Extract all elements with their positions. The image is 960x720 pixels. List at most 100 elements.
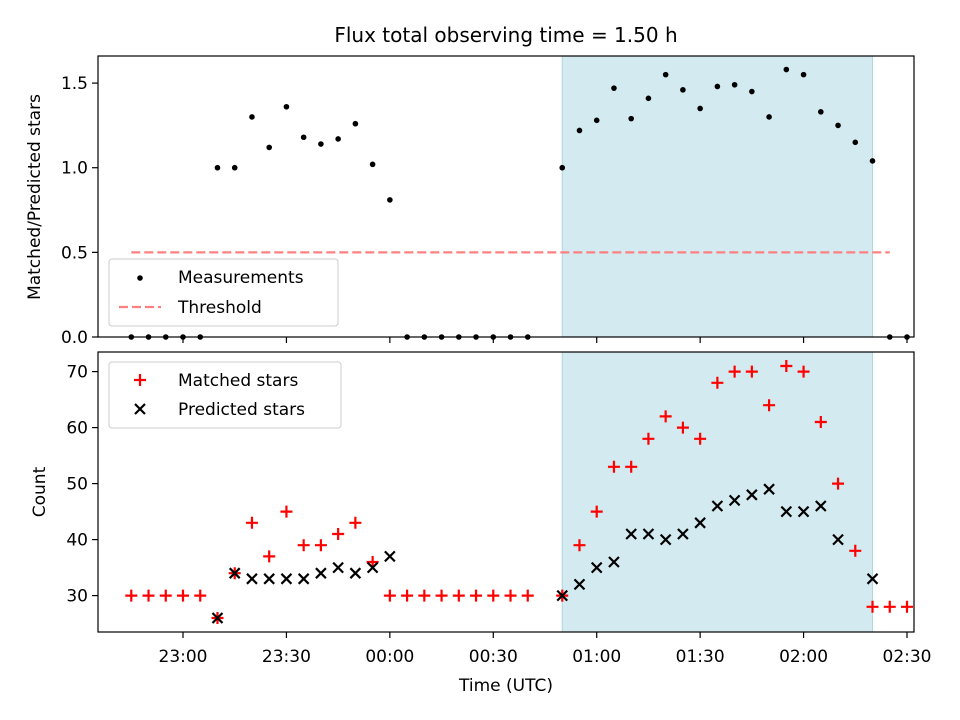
legend-threshold-label: Threshold [177, 298, 262, 318]
predicted-star-point [694, 517, 706, 529]
measurement-point [318, 141, 324, 147]
measurement-point [818, 109, 824, 115]
legend-measurements-label: Measurements [178, 268, 304, 288]
measurement-point [645, 95, 652, 102]
measurement-point [697, 105, 703, 112]
matched-star-point [125, 589, 138, 602]
matched-star-point [263, 550, 276, 563]
legend-matched-label: Matched stars [178, 371, 298, 391]
top-legend: Measurements Threshold [108, 258, 339, 327]
measurement-point [249, 114, 255, 120]
x-tick-label: 23:30 [262, 647, 311, 667]
measurement-point [369, 161, 376, 168]
x-tick-label: 01:30 [676, 647, 725, 667]
y-tick-label: 0.0 [61, 328, 88, 348]
predicted-star-point [366, 561, 379, 574]
matched-star-point [504, 589, 517, 602]
measurement-points [128, 66, 910, 340]
matched-star-point [728, 365, 741, 378]
matched-star-point [849, 544, 862, 557]
matched-star-point [797, 365, 810, 378]
measurement-point [835, 122, 841, 129]
bottom-y-ticks: 30 40 50 60 70 [66, 363, 98, 607]
predicted-star-point [763, 483, 775, 495]
count-points [125, 360, 913, 624]
measurement-point [680, 87, 686, 93]
matched-star-point [745, 365, 758, 378]
bottom-axes-frame [97, 351, 915, 633]
y-tick-label: 30 [66, 587, 88, 607]
matched-star-point [435, 589, 448, 602]
predicted-star-point [625, 528, 637, 540]
y-tick-label: 50 [66, 475, 88, 495]
matched-star-point [314, 539, 327, 552]
top-legend-box [108, 258, 339, 327]
measurement-point [593, 117, 600, 124]
matched-star-point [245, 516, 258, 529]
measurement-point [628, 115, 634, 122]
top-x-ticks [182, 337, 908, 343]
bottom-panel: 30 40 50 60 70 23:00 23:30 00:00 00:30 01:00 01:3… [30, 351, 932, 696]
bottom-legend-box [108, 361, 342, 429]
measurement-point [662, 71, 669, 78]
measurement-point [800, 71, 807, 78]
predicted-star-point [211, 612, 224, 624]
predicted-star-point [642, 528, 655, 540]
measurement-point [714, 83, 721, 90]
x-tick-label: 02:30 [883, 647, 932, 667]
predicted-star-point [556, 589, 569, 602]
matched-star-point [814, 416, 827, 428]
x-tick-label: 01:00 [572, 647, 621, 667]
matched-star-point [194, 589, 207, 602]
matched-star-point [142, 589, 155, 602]
matched-star-point [901, 600, 913, 613]
predicted-star-point [866, 573, 879, 585]
matched-star-point [177, 589, 189, 602]
y-tick-label: 1.0 [61, 159, 88, 179]
matched-star-point [607, 460, 620, 473]
matched-star-point [573, 539, 586, 552]
bottom-x-ticks: 23:00 23:30 00:00 00:30 01:00 01:30 02:00 02:30 [159, 632, 932, 667]
measurement-point [749, 88, 755, 95]
matched-star-point [642, 432, 655, 445]
y-tick-label: 40 [66, 531, 88, 551]
matched-star-point [521, 589, 534, 602]
matched-star-point [883, 600, 896, 613]
legend-predicted-label: Predicted stars [178, 400, 305, 420]
bottom-y-axis-label: Count [30, 466, 50, 517]
predicted-star-point [246, 573, 258, 585]
predicted-star-point [349, 567, 362, 579]
measurement-point [766, 114, 772, 120]
measurement-point [783, 66, 790, 73]
measurement-point [266, 144, 272, 151]
matched-star-point [780, 360, 793, 372]
matched-star-point [711, 376, 724, 389]
predicted-star-point [573, 578, 586, 591]
matched-star-point [159, 589, 172, 602]
matched-star-point [332, 528, 345, 540]
measurement-point [559, 164, 566, 171]
x-axis-label: Time (UTC) [458, 676, 553, 696]
matched-star-point [366, 556, 379, 568]
matched-star-point [383, 589, 396, 602]
matched-star-point [763, 399, 776, 412]
predicted-star-point [384, 550, 396, 563]
legend-matched-marker [134, 374, 146, 386]
y-tick-label: 70 [66, 363, 88, 383]
x-tick-label: 23:00 [159, 647, 208, 667]
predicted-star-point [797, 505, 810, 518]
predicted-star-point [780, 505, 793, 518]
measurement-point [335, 136, 341, 142]
y-tick-label: 0.5 [61, 243, 88, 263]
matched-star-point [832, 477, 845, 490]
measurement-point [214, 164, 221, 171]
top-axes-frame [97, 55, 915, 338]
y-tick-label: 1.5 [61, 74, 88, 94]
matched-star-point [349, 516, 362, 529]
matched-star-point [470, 589, 483, 602]
predicted-star-point [677, 528, 689, 540]
predicted-star-point [280, 573, 293, 585]
matched-star-point [452, 589, 465, 602]
bottom-shaded-interval [561, 351, 874, 633]
top-y-ticks: 0.0 0.5 1.0 1.5 [61, 74, 98, 348]
